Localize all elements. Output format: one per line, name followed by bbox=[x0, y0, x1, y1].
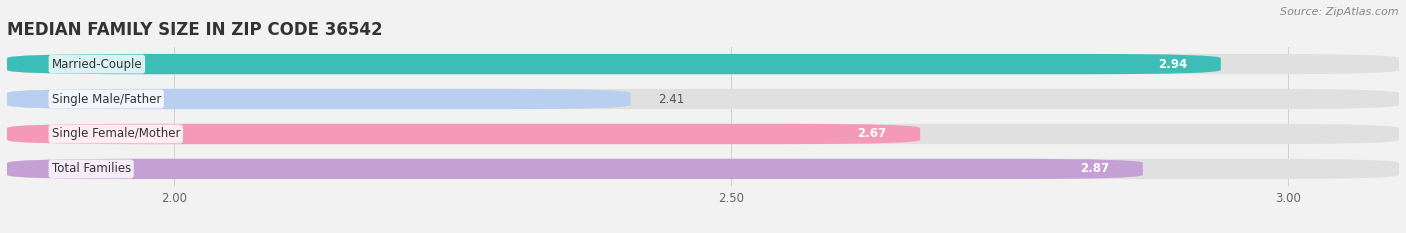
Text: Single Male/Father: Single Male/Father bbox=[52, 93, 160, 106]
Text: Source: ZipAtlas.com: Source: ZipAtlas.com bbox=[1281, 7, 1399, 17]
FancyBboxPatch shape bbox=[7, 159, 1143, 179]
Text: Married-Couple: Married-Couple bbox=[52, 58, 142, 71]
FancyBboxPatch shape bbox=[7, 54, 1399, 74]
Text: MEDIAN FAMILY SIZE IN ZIP CODE 36542: MEDIAN FAMILY SIZE IN ZIP CODE 36542 bbox=[7, 21, 382, 39]
FancyBboxPatch shape bbox=[7, 89, 631, 109]
Text: 2.94: 2.94 bbox=[1159, 58, 1188, 71]
Text: 2.41: 2.41 bbox=[658, 93, 685, 106]
FancyBboxPatch shape bbox=[7, 159, 1399, 179]
FancyBboxPatch shape bbox=[7, 54, 1220, 74]
FancyBboxPatch shape bbox=[7, 124, 920, 144]
Text: 2.87: 2.87 bbox=[1080, 162, 1109, 175]
FancyBboxPatch shape bbox=[7, 89, 1399, 109]
Text: 2.67: 2.67 bbox=[858, 127, 887, 140]
FancyBboxPatch shape bbox=[7, 124, 1399, 144]
Text: Single Female/Mother: Single Female/Mother bbox=[52, 127, 180, 140]
Text: Total Families: Total Families bbox=[52, 162, 131, 175]
